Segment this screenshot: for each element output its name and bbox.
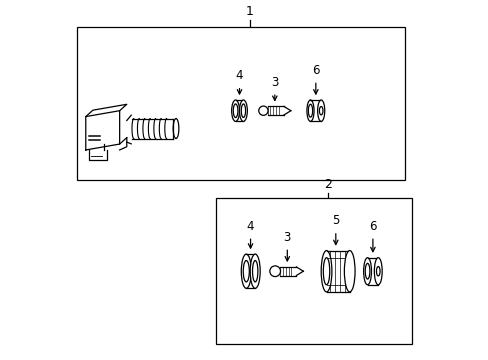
- Ellipse shape: [374, 258, 382, 285]
- Ellipse shape: [243, 261, 249, 282]
- Ellipse shape: [231, 100, 239, 121]
- Ellipse shape: [344, 251, 354, 292]
- Ellipse shape: [239, 100, 247, 121]
- Bar: [216, 198, 411, 345]
- Ellipse shape: [321, 251, 331, 292]
- Text: 4: 4: [246, 220, 254, 233]
- Text: 6: 6: [368, 220, 376, 233]
- Ellipse shape: [323, 258, 329, 285]
- Ellipse shape: [252, 261, 257, 282]
- Ellipse shape: [363, 258, 371, 285]
- Ellipse shape: [376, 266, 379, 276]
- Ellipse shape: [319, 107, 322, 115]
- Ellipse shape: [306, 100, 313, 121]
- Text: 4: 4: [235, 69, 243, 82]
- Text: 5: 5: [331, 214, 339, 228]
- Ellipse shape: [308, 104, 312, 117]
- Ellipse shape: [365, 264, 369, 279]
- Text: 3: 3: [283, 231, 290, 244]
- Circle shape: [269, 266, 280, 276]
- Bar: [77, 27, 404, 180]
- Text: 6: 6: [311, 64, 319, 77]
- Text: 2: 2: [324, 178, 331, 191]
- Ellipse shape: [241, 254, 251, 288]
- Text: 1: 1: [245, 5, 253, 18]
- Text: 3: 3: [270, 76, 278, 89]
- Circle shape: [258, 106, 267, 115]
- Ellipse shape: [233, 104, 238, 117]
- Ellipse shape: [317, 100, 324, 121]
- Ellipse shape: [250, 254, 260, 288]
- Ellipse shape: [173, 118, 179, 139]
- Ellipse shape: [241, 104, 245, 117]
